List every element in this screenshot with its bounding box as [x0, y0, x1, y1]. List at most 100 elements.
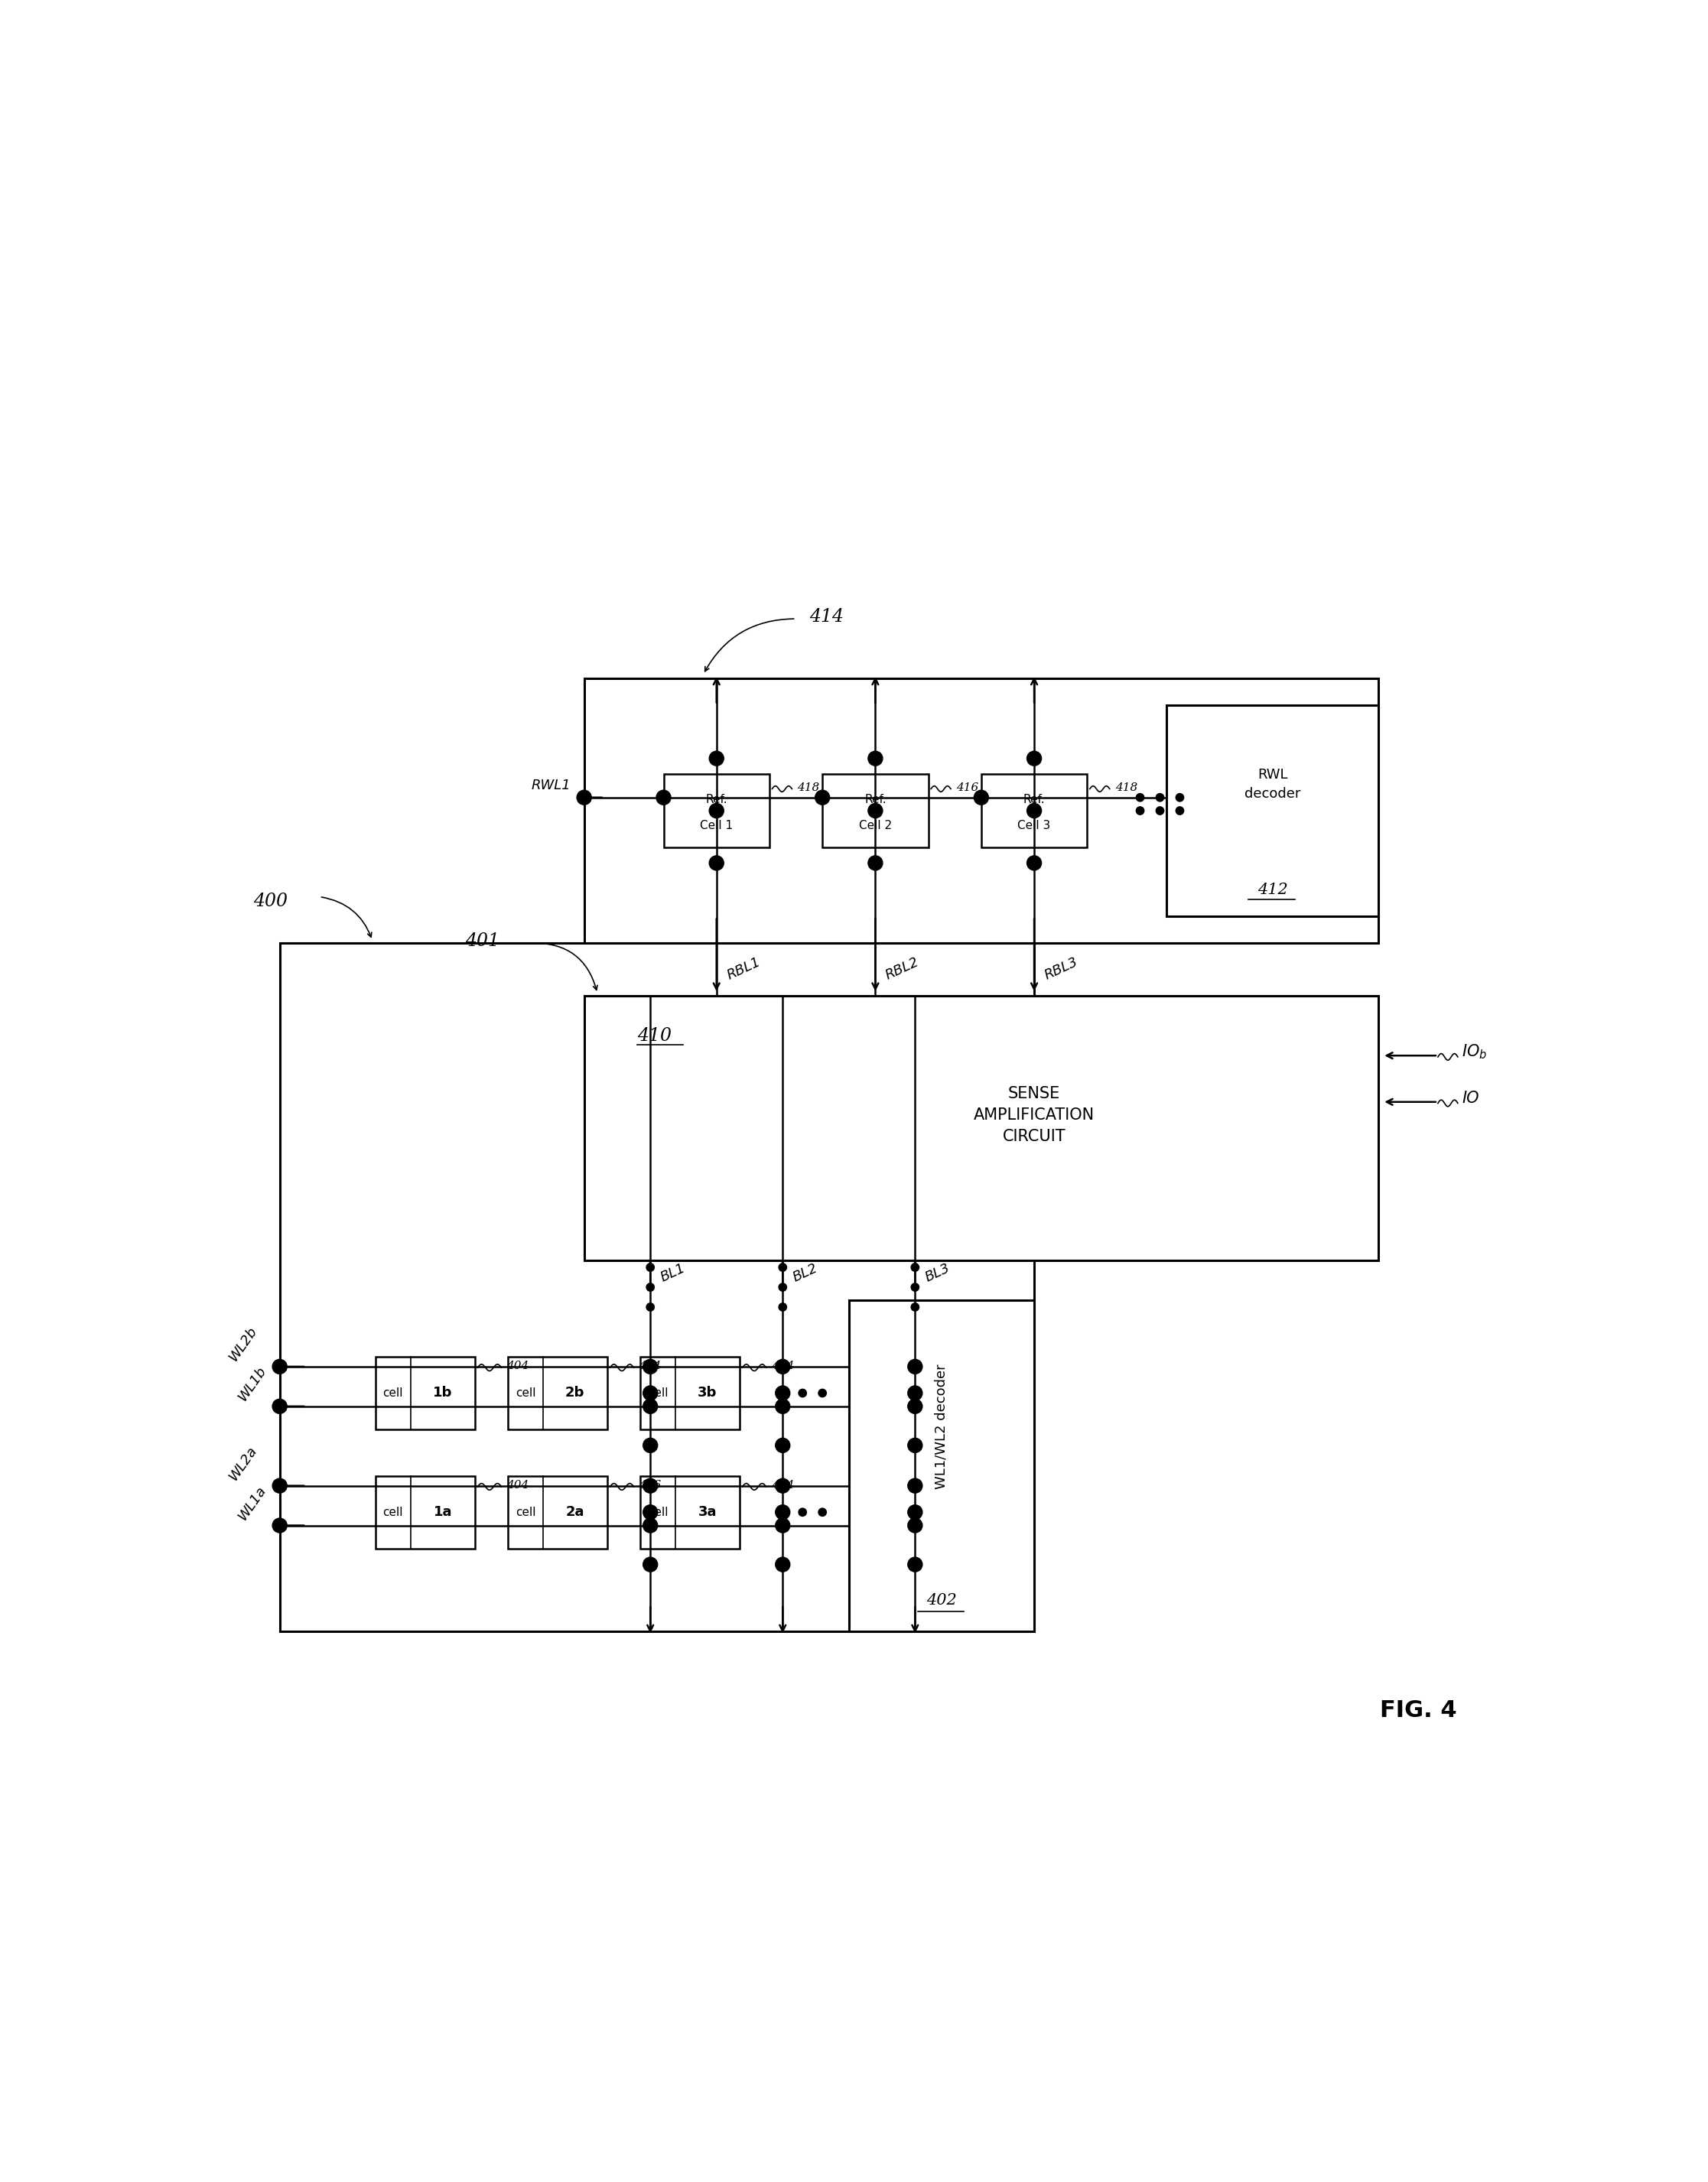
Text: 410: 410: [637, 1028, 671, 1045]
Circle shape: [272, 1359, 287, 1375]
Circle shape: [775, 1399, 791, 1414]
Circle shape: [868, 751, 883, 766]
Circle shape: [779, 1303, 787, 1311]
Circle shape: [642, 1558, 658, 1571]
Text: Ref.: Ref.: [864, 794, 886, 805]
Circle shape: [907, 1386, 922, 1401]
Circle shape: [1156, 794, 1163, 801]
Circle shape: [779, 1390, 787, 1396]
Circle shape: [642, 1359, 658, 1375]
Circle shape: [1027, 751, 1042, 766]
Text: cell: cell: [647, 1506, 668, 1519]
Text: 1b: 1b: [432, 1386, 453, 1401]
Text: IO$_b$: IO$_b$: [1462, 1043, 1488, 1060]
Bar: [507, 1357, 608, 1429]
Text: 404: 404: [507, 1362, 529, 1372]
Text: 2a: 2a: [565, 1506, 584, 1519]
Bar: [376, 1475, 475, 1549]
Text: FIG. 4: FIG. 4: [1380, 1700, 1457, 1722]
Circle shape: [775, 1558, 791, 1571]
Circle shape: [775, 1386, 791, 1401]
Circle shape: [1027, 803, 1042, 818]
Text: WL1a: WL1a: [236, 1484, 270, 1523]
Circle shape: [642, 1386, 658, 1401]
Text: BL2: BL2: [791, 1261, 820, 1285]
Circle shape: [910, 1283, 919, 1292]
Text: Ref.: Ref.: [1023, 794, 1045, 805]
Text: WL2b: WL2b: [227, 1324, 260, 1364]
Bar: [280, 943, 1035, 1632]
Text: 401: 401: [465, 932, 499, 949]
Circle shape: [775, 1506, 791, 1519]
Circle shape: [656, 790, 671, 805]
Text: cell: cell: [516, 1506, 536, 1519]
Bar: [980, 775, 1086, 847]
Bar: [376, 1357, 475, 1429]
Text: 2b: 2b: [565, 1386, 584, 1401]
Circle shape: [642, 1519, 658, 1532]
Text: Cell 3: Cell 3: [1018, 820, 1050, 831]
Circle shape: [818, 1508, 827, 1516]
Circle shape: [907, 1519, 922, 1532]
Text: 406: 406: [639, 1479, 661, 1490]
Circle shape: [642, 1399, 658, 1414]
Circle shape: [1175, 794, 1184, 801]
Bar: [849, 1300, 1035, 1632]
Text: RBL2: RBL2: [883, 956, 921, 982]
Text: RWL1: RWL1: [531, 779, 570, 792]
Text: 404: 404: [772, 1362, 794, 1372]
Circle shape: [779, 1263, 787, 1272]
Text: SENSE
AMPLIFICATION
CIRCUIT: SENSE AMPLIFICATION CIRCUIT: [974, 1087, 1095, 1143]
Bar: [640, 1357, 740, 1429]
Text: 404: 404: [507, 1479, 529, 1490]
Circle shape: [818, 1390, 827, 1396]
Text: 3b: 3b: [697, 1386, 717, 1401]
Circle shape: [1156, 807, 1163, 814]
Circle shape: [868, 855, 883, 871]
Text: 412: 412: [1257, 882, 1288, 897]
Bar: [663, 775, 769, 847]
Text: WL2a: WL2a: [227, 1444, 260, 1484]
Bar: [640, 1475, 740, 1549]
Bar: [1167, 705, 1378, 916]
Circle shape: [642, 1479, 658, 1492]
Bar: [823, 775, 929, 847]
Text: cell: cell: [383, 1388, 403, 1399]
Circle shape: [868, 803, 883, 818]
Circle shape: [1136, 807, 1144, 814]
Text: 1a: 1a: [434, 1506, 453, 1519]
Circle shape: [646, 1263, 654, 1272]
Circle shape: [577, 790, 591, 805]
Text: 400: 400: [253, 892, 287, 910]
Circle shape: [910, 1303, 919, 1311]
Circle shape: [775, 1479, 791, 1492]
Circle shape: [642, 1506, 658, 1519]
Text: cell: cell: [383, 1506, 403, 1519]
Bar: [507, 1475, 608, 1549]
Circle shape: [907, 1506, 922, 1519]
Circle shape: [1136, 794, 1144, 801]
Circle shape: [709, 855, 724, 871]
Text: RWL
decoder: RWL decoder: [1245, 768, 1300, 801]
Text: 416: 416: [956, 781, 979, 792]
Text: 418: 418: [798, 781, 820, 792]
Text: 404: 404: [639, 1362, 661, 1372]
Text: 3a: 3a: [699, 1506, 717, 1519]
Text: BL1: BL1: [658, 1261, 688, 1285]
Circle shape: [646, 1303, 654, 1311]
Circle shape: [1175, 807, 1184, 814]
Text: 402: 402: [926, 1593, 956, 1608]
Circle shape: [907, 1359, 922, 1375]
Text: cell: cell: [647, 1388, 668, 1399]
Circle shape: [709, 803, 724, 818]
Bar: [584, 995, 1378, 1261]
Circle shape: [272, 1399, 287, 1414]
Circle shape: [775, 1519, 791, 1532]
Circle shape: [815, 790, 830, 805]
Text: RBL1: RBL1: [724, 956, 762, 982]
Text: 418: 418: [1115, 781, 1138, 792]
Circle shape: [779, 1508, 787, 1516]
Circle shape: [646, 1283, 654, 1292]
Circle shape: [907, 1438, 922, 1453]
Circle shape: [799, 1390, 806, 1396]
